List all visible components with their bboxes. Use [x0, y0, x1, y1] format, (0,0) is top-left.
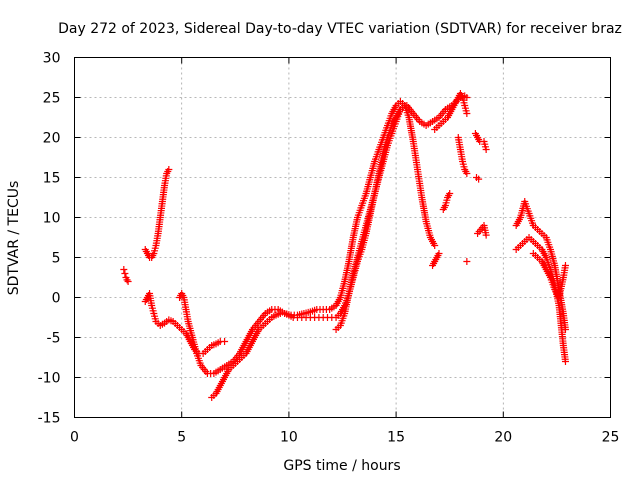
y-tick-label: 10: [43, 211, 61, 227]
y-tick-label: 25: [43, 91, 61, 107]
y-tick-label: -10: [38, 371, 61, 387]
data-point: [221, 338, 229, 345]
y-tick-label: 30: [43, 51, 61, 67]
data-point: [165, 166, 173, 173]
x-tick-labels: 0 5 10 15 20 25: [70, 430, 619, 446]
chart-title: Day 272 of 2023, Sidereal Day-to-day VTE…: [58, 21, 622, 37]
data-point: [124, 278, 132, 285]
y-tick-label: 5: [52, 251, 61, 267]
x-axis-label: GPS time / hours: [283, 458, 400, 474]
y-tick-label: -15: [38, 411, 61, 427]
x-tick-label: 10: [280, 430, 298, 446]
data-points: [120, 90, 569, 401]
data-point: [463, 258, 471, 265]
x-tick-label: 15: [387, 430, 405, 446]
x-tick-label: 0: [70, 430, 79, 446]
data-point: [482, 146, 490, 153]
x-tick-label: 5: [177, 430, 186, 446]
data-point: [463, 170, 471, 177]
data-point: [561, 358, 569, 365]
data-point: [120, 266, 128, 273]
data-point: [431, 242, 439, 249]
y-tick-labels: -15 -10 -5 0 5 10 15 20 25 30: [38, 51, 61, 427]
y-tick-label: 20: [43, 131, 61, 147]
data-point: [463, 110, 471, 117]
x-tick-label: 25: [602, 430, 620, 446]
data-point: [435, 250, 443, 257]
y-axis-label: SDTVAR / TECUs: [6, 181, 22, 296]
data-point: [561, 262, 569, 269]
y-tick-label: -5: [47, 331, 61, 347]
plot-frame: [74, 57, 611, 418]
y-tick-label: 0: [52, 291, 61, 307]
data-point: [482, 231, 490, 239]
data-point: [123, 276, 131, 284]
data-point: [446, 190, 454, 197]
data-point: [121, 270, 129, 277]
x-tick-label: 20: [494, 430, 512, 446]
data-point: [475, 175, 483, 183]
y-tick-label: 15: [43, 171, 61, 187]
